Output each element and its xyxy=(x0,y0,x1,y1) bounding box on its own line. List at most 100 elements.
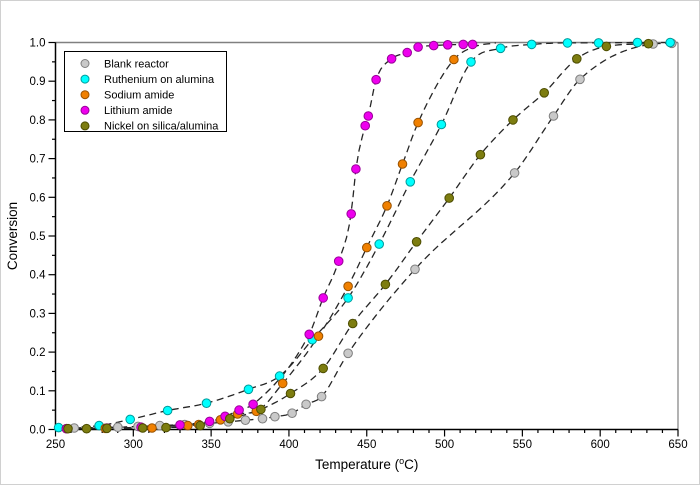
legend-item-sodium-amide: Sodium amide xyxy=(80,90,174,102)
data-point xyxy=(285,388,296,399)
legend-label: Nickel on silica/alumina xyxy=(104,121,219,133)
data-point xyxy=(304,329,315,340)
data-point xyxy=(243,384,254,395)
data-point xyxy=(402,47,413,58)
data-point xyxy=(466,57,476,67)
data-point xyxy=(313,331,324,342)
x-tick-label: 650 xyxy=(668,439,687,451)
data-point xyxy=(444,193,455,203)
y-tick-label: 0.3 xyxy=(30,308,46,320)
y-axis-label: Conversion xyxy=(5,202,20,270)
legend-item-lithium-amide: Lithium amide xyxy=(80,105,172,117)
legend-marker-lithium-amide xyxy=(80,105,90,115)
y-tick-label: 0.8 xyxy=(30,115,46,127)
legend-item-nickel-on-silica-alumina: Nickel on silica/alumina xyxy=(80,121,219,133)
data-point xyxy=(371,74,381,85)
data-point xyxy=(360,120,371,131)
x-axis-label: Temperature (oC) xyxy=(315,456,418,472)
data-point xyxy=(256,404,266,415)
data-point xyxy=(318,293,329,303)
legend-label: Blank reactor xyxy=(104,58,169,70)
data-point xyxy=(201,398,212,409)
data-point xyxy=(257,413,268,424)
data-point xyxy=(137,423,148,433)
x-tick-label: 550 xyxy=(513,439,532,451)
legend-label: Ruthenium on alumina xyxy=(104,74,215,86)
legend-item-blank-reactor: Blank reactor xyxy=(80,58,169,70)
data-point xyxy=(346,209,357,219)
data-point xyxy=(436,119,447,130)
data-point xyxy=(643,38,654,49)
data-point xyxy=(428,40,439,51)
data-point xyxy=(270,411,280,422)
data-point xyxy=(316,391,327,402)
data-point xyxy=(175,420,185,430)
x-tick-label: 400 xyxy=(279,439,298,451)
series-nickel-on-silica-alumina-points xyxy=(63,38,654,434)
legend-item-ruthenium-on-alumina: Ruthenium on alumina xyxy=(80,74,215,86)
data-point xyxy=(410,264,420,275)
data-point xyxy=(234,405,244,415)
data-point xyxy=(411,237,422,247)
data-point xyxy=(508,115,518,125)
data-point xyxy=(380,279,391,290)
data-point xyxy=(195,420,205,431)
data-point xyxy=(562,38,573,48)
y-tick-label: 0.0 xyxy=(30,425,46,437)
legend-box xyxy=(64,51,227,132)
data-point xyxy=(601,41,612,52)
series-ruthenium-on-alumina-points xyxy=(53,37,676,433)
data-point xyxy=(162,405,173,416)
y-tick-label: 0.4 xyxy=(30,270,47,282)
data-point xyxy=(343,281,353,292)
data-point xyxy=(382,201,392,211)
data-point xyxy=(113,422,123,433)
data-point xyxy=(374,239,385,249)
data-point xyxy=(442,40,453,50)
data-point xyxy=(161,422,171,433)
x-tick-label: 450 xyxy=(357,439,376,451)
data-point xyxy=(240,415,251,426)
data-point xyxy=(81,423,92,434)
data-point xyxy=(397,159,408,169)
data-point xyxy=(509,168,520,178)
data-point xyxy=(287,408,297,419)
data-point xyxy=(593,38,604,48)
legend-marker-nickel-on-silica-alumina xyxy=(80,121,90,131)
data-point xyxy=(363,111,374,121)
x-tick-label: 250 xyxy=(46,439,65,451)
data-point xyxy=(386,54,397,64)
y-tick-label: 0.5 xyxy=(30,231,46,243)
data-point xyxy=(575,74,585,85)
data-point xyxy=(248,399,258,410)
data-point xyxy=(333,256,344,267)
data-point xyxy=(53,422,64,433)
data-point xyxy=(405,177,416,187)
x-tick-label: 350 xyxy=(202,439,221,451)
data-point xyxy=(413,117,423,128)
data-point xyxy=(347,318,358,329)
data-point xyxy=(125,414,135,425)
series-blank-reactor-fit-line xyxy=(74,42,672,429)
data-point xyxy=(665,37,676,48)
data-point xyxy=(572,54,582,64)
legend-label: Lithium amide xyxy=(104,105,172,117)
legend-marker-sodium-amide xyxy=(80,90,90,100)
data-point xyxy=(539,88,550,98)
data-point xyxy=(204,416,215,427)
y-tick-label: 0.1 xyxy=(30,386,46,398)
y-tick-label: 0.6 xyxy=(30,192,46,204)
x-tick-label: 600 xyxy=(591,439,610,451)
y-tick-label: 0.7 xyxy=(30,154,46,166)
data-point xyxy=(413,42,423,52)
data-point xyxy=(301,399,311,410)
data-point xyxy=(343,293,353,303)
data-point xyxy=(449,54,459,65)
x-tick-label: 300 xyxy=(124,439,143,451)
data-point xyxy=(467,39,478,50)
data-point xyxy=(225,413,235,424)
y-tick-label: 1.0 xyxy=(30,38,46,50)
legend-marker-blank-reactor xyxy=(80,59,90,68)
